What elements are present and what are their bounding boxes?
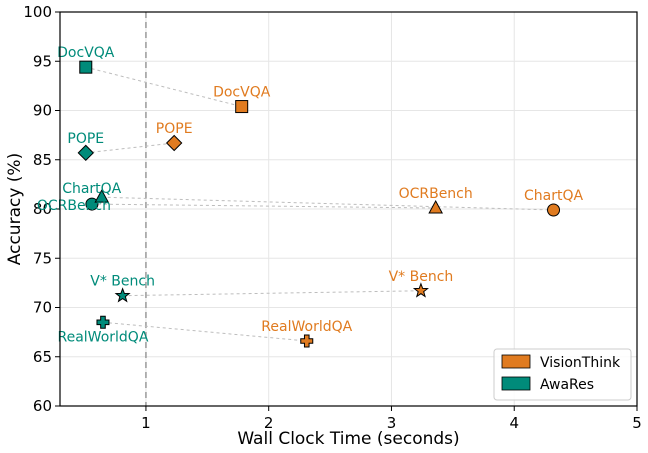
connector-lines	[85, 66, 554, 342]
visionthink-ocrbench-label: OCRBench	[399, 186, 473, 202]
awares-ocrbench-marker	[85, 197, 99, 211]
visionthink-chartqa-label: ChartQA	[524, 188, 583, 204]
awares-pope-marker	[77, 144, 94, 162]
y-tick-label: 85	[33, 151, 52, 169]
y-tick-label: 75	[33, 249, 52, 267]
axis-ticks: 60 65 70 75 80 85 90 95 100 1 2 3 4 5	[23, 3, 641, 432]
visionthink-v-bench-label: V* Bench	[389, 269, 454, 285]
x-tick-label: 3	[387, 414, 397, 432]
plot-frame	[59, 11, 638, 407]
awares-v-bench-marker	[114, 287, 131, 303]
x-axis-title: Wall Clock Time (seconds)	[237, 429, 459, 449]
awares-pope-label: POPE	[67, 131, 104, 147]
connector-realworldqa	[102, 321, 307, 342]
legend: VisionThink AwaRes	[493, 348, 632, 401]
connector-ocrbench	[91, 203, 436, 209]
y-tick-label: 70	[33, 299, 52, 317]
visionthink-pope-label: POPE	[156, 121, 193, 137]
visionthink-pope-marker	[165, 134, 183, 152]
awares-realworldqa-marker	[96, 315, 110, 329]
connector-docvqa	[85, 66, 242, 108]
y-axis-title: Accuracy (%)	[5, 153, 25, 265]
y-tick-label: 65	[33, 348, 52, 366]
x-tick-label: 5	[632, 414, 642, 432]
visionthink-realworldqa-label: RealWorldQA	[261, 319, 352, 335]
visionthink-chartqa-marker	[547, 203, 561, 217]
legend-label-visionthink: VisionThink	[540, 355, 621, 371]
awares-v-bench-label: V* Bench	[90, 274, 155, 290]
x-tick-label: 4	[509, 414, 519, 432]
y-tick-label: 60	[33, 397, 52, 415]
visionthink-v-bench-marker	[412, 282, 429, 298]
awares-chartqa-marker	[94, 189, 110, 203]
awares-ocrbench-label: OCRBench	[37, 198, 111, 214]
awares-docvqa-marker	[79, 60, 93, 74]
legend-swatch-visionthink	[501, 354, 531, 369]
connector-chartqa	[101, 196, 554, 211]
y-tick-label: 100	[23, 3, 52, 21]
x-tick-label: 1	[141, 414, 151, 432]
visionthink-ocrbench-marker	[428, 199, 444, 214]
connector-pope	[85, 142, 175, 154]
visionthink-docvqa-marker	[235, 100, 249, 114]
x-tick-label: 2	[264, 414, 274, 432]
visionthink-realworldqa-marker	[300, 334, 314, 348]
connector-v-bench	[122, 290, 421, 297]
legend-label-awares: AwaRes	[540, 377, 594, 393]
awares-realworldqa-label: RealWorldQA	[58, 329, 149, 345]
y-tick-label: 90	[33, 102, 52, 120]
y-tick-label: 95	[33, 52, 52, 70]
visionthink-docvqa-label: DocVQA	[213, 85, 271, 101]
awares-chartqa-label: ChartQA	[62, 181, 121, 197]
y-tick-label: 80	[33, 200, 52, 218]
legend-swatch-awares	[501, 376, 531, 391]
awares-docvqa-label: DocVQA	[57, 45, 115, 61]
data-markers	[77, 60, 561, 348]
